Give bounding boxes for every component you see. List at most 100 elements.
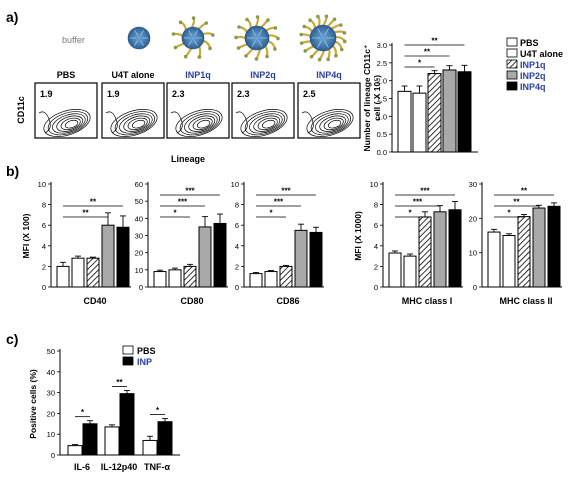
y-tick-label: 10 [47, 430, 55, 439]
significance-label: *** [281, 187, 291, 196]
chart-a-cd11c-count: 0.00.51.01.52.02.53.0*****Number of line… [362, 37, 478, 157]
flow-contour [257, 117, 278, 131]
significance-label: ** [513, 198, 520, 207]
ligand-end [273, 47, 277, 51]
ligand-end [334, 54, 338, 58]
bar [116, 226, 130, 288]
bar [157, 421, 173, 456]
flow-contour [192, 117, 213, 131]
y-tick-label: 10 [38, 180, 46, 189]
y-tick-label: 0.5 [377, 130, 387, 139]
ligand-end [342, 39, 347, 44]
flow-contour-side [301, 111, 314, 134]
x-axis-label: CD40 [83, 296, 106, 306]
y-tick-label: 8 [235, 201, 239, 210]
y-tick-label: 10 [231, 180, 239, 189]
legend-label: INP1q [520, 60, 546, 70]
legend-label: INP4q [520, 82, 546, 92]
flow-contour [261, 119, 276, 129]
significance-label: * [269, 209, 273, 218]
y-tick-label: 0 [235, 283, 239, 292]
bar [412, 92, 427, 153]
flow-contour [64, 119, 79, 129]
bar [213, 222, 227, 288]
y-tick-label: 2.5 [377, 59, 387, 68]
y-tick-label: 0 [374, 283, 378, 292]
bar [427, 73, 442, 153]
y-tick-label: 10 [469, 249, 477, 258]
y-tick-label: 4 [235, 242, 239, 251]
ligand-end [339, 47, 344, 52]
flow-plot-title: INP4q [316, 70, 342, 80]
significance-label: * [507, 209, 511, 218]
significance-label: *** [274, 198, 284, 207]
x-axis-label: MHC class II [499, 296, 552, 306]
nanoparticle-texture [317, 40, 322, 48]
ligand-end [339, 23, 343, 27]
ligand-end [197, 55, 202, 59]
y-tick-label: 40 [135, 214, 143, 223]
bar [547, 205, 561, 288]
nanoparticle-texture [324, 28, 329, 36]
y-tick-label: 6 [42, 221, 46, 230]
flow-contour [327, 119, 342, 129]
bar [86, 257, 100, 288]
legend-swatch [506, 59, 518, 69]
bar [442, 69, 457, 153]
y-tick-label: 3.0 [377, 41, 387, 50]
bar [294, 229, 308, 288]
nanoparticle-texture [258, 29, 263, 36]
flow-contour [52, 113, 86, 134]
nanoparticle-texture [188, 40, 192, 46]
bar [487, 231, 501, 288]
flow-plot-title: INP1q [185, 70, 211, 80]
nanoparticle-texture [194, 40, 198, 47]
flow-xlabel: Lineage [171, 154, 205, 164]
ligand-end [299, 32, 304, 37]
flow-contour [179, 111, 221, 136]
y-tick-label: 60 [135, 180, 143, 189]
bar [104, 426, 120, 456]
y-tick-label: 2.0 [377, 77, 387, 86]
flow-plot-frame [34, 82, 98, 139]
y-tick-label: 10 [370, 180, 378, 189]
y-tick-label: 50 [47, 347, 55, 356]
ligand-end [276, 36, 280, 41]
y-tick-label: 30 [469, 180, 477, 189]
y-axis-label: cell ( X 10⁵) [372, 75, 382, 121]
y-tick-label: 30 [47, 389, 55, 398]
flow-plot-title: INP2q [250, 70, 276, 80]
y-tick-label: 6 [235, 221, 239, 230]
flow-contour [175, 109, 223, 137]
legend-swatch [506, 48, 518, 58]
bar [198, 226, 212, 288]
nanoparticle-texture [134, 40, 138, 46]
flow-contour [249, 113, 283, 134]
nanoparticle-texture [258, 40, 263, 47]
ligand-end [210, 33, 215, 37]
y-axis-label: Number of lineage CD11c⁺ [362, 45, 372, 152]
chart-b-cd40: 0 2 4 6 8 10 **** CD40 MFI (X 100) [21, 180, 131, 306]
nanoparticle-texture [140, 40, 144, 47]
ligand-end [324, 14, 329, 19]
bar [388, 252, 402, 288]
y-tick-label: 1.5 [377, 95, 387, 104]
legend-swatch [506, 37, 518, 47]
bar [264, 271, 278, 288]
ligand-end [316, 14, 320, 19]
flow-contour [110, 109, 158, 137]
flow-contour [323, 117, 344, 131]
legend-label: PBS [520, 38, 539, 48]
ligand-end [236, 46, 241, 50]
y-tick-label: 4 [374, 242, 378, 251]
y-tick-label: 0 [51, 451, 55, 460]
buffer-label: buffer [62, 35, 85, 45]
ligand-end [208, 46, 212, 51]
bar [448, 209, 462, 288]
legend-label: PBS [137, 346, 156, 356]
